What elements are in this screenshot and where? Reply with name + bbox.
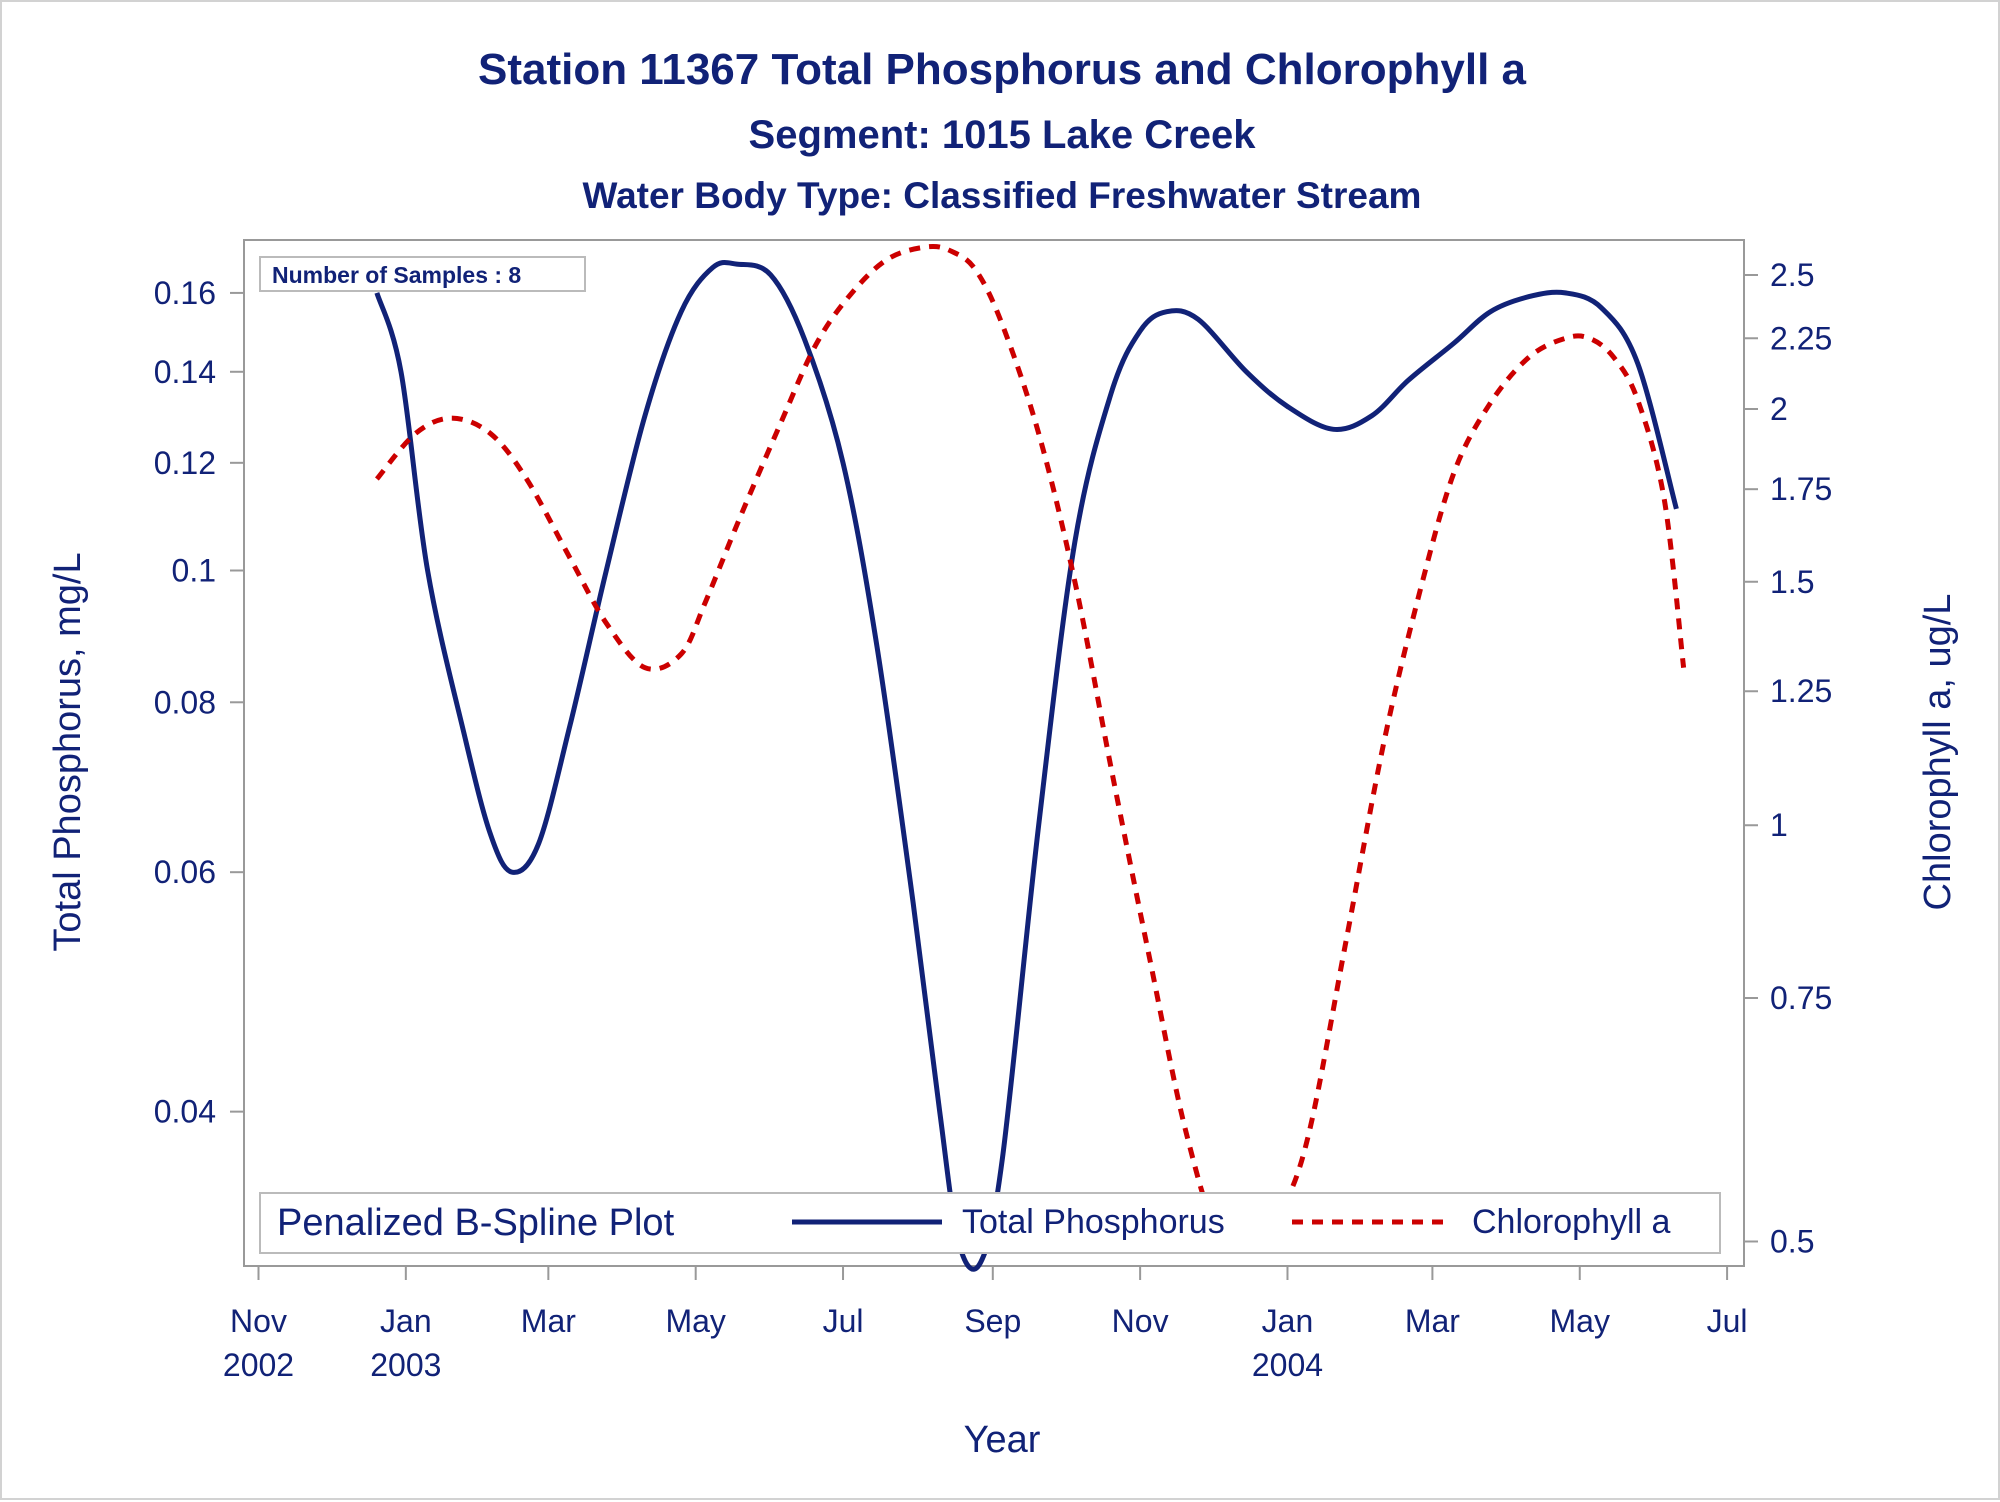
x-tick-label: Jan: [1262, 1303, 1314, 1339]
x-tick-year-label: 2003: [370, 1347, 441, 1383]
y-left-tick-label: 0.16: [154, 275, 216, 311]
x-tick-year-label: 2002: [223, 1347, 294, 1383]
legend: Penalized B-Spline Plot Total Phosphorus…: [259, 1192, 1721, 1254]
y-right-tick-label: 1: [1770, 807, 1788, 843]
legend-label-chlorophyll-a: Chlorophyll a: [1472, 1203, 1671, 1241]
x-tick-label: May: [665, 1303, 725, 1339]
legend-label-total-phosphorus: Total Phosphorus: [962, 1203, 1225, 1241]
y-axis-right: 0.5 0.75 1 1.25 1.5 1.75 2 2.25 2.5: [1744, 257, 1832, 1259]
x-axis-label: Year: [964, 1419, 1041, 1461]
y-right-tick-label: 2.25: [1770, 320, 1832, 356]
series-line-total-phosphorus: [374, 259, 1679, 1272]
chart-subtitle: Segment: 1015 Lake Creek: [749, 113, 1257, 157]
x-tick-label: Sep: [964, 1303, 1021, 1339]
chart-title: Station 11367 Total Phosphorus and Chlor…: [478, 45, 1527, 94]
x-tick-year-label: 2004: [1252, 1347, 1323, 1383]
chart-subtitle-2: Water Body Type: Classified Freshwater S…: [583, 175, 1422, 216]
y-right-tick-label: 1.5: [1770, 564, 1814, 600]
sample-count-text: Number of Samples : 8: [272, 262, 521, 288]
y-right-tick-label: 1.25: [1770, 673, 1832, 709]
y-right-tick-label: 0.75: [1770, 980, 1832, 1016]
y-right-tick-label: 2.5: [1770, 257, 1814, 293]
legend-title: Penalized B-Spline Plot: [277, 1202, 675, 1244]
x-tick-label: Mar: [1405, 1303, 1460, 1339]
x-tick-label: Nov: [1112, 1303, 1169, 1339]
y-right-tick-label: 1.75: [1770, 471, 1832, 507]
x-tick-label: Jul: [1707, 1303, 1748, 1339]
y-right-tick-label: 2: [1770, 391, 1788, 427]
sample-count-box: [259, 256, 586, 292]
y-left-tick-label: 0.06: [154, 854, 216, 890]
y-axis-left: 0.04 0.06 0.08 0.1 0.12 0.14 0.16: [154, 275, 244, 1130]
series-line-chlorophyll-a: [374, 244, 1687, 1248]
y-axis-right-label: Chlorophyll a, ug/L: [1917, 594, 1959, 911]
y-left-tick-label: 0.04: [154, 1094, 216, 1130]
plot-area: [243, 239, 1745, 1267]
y-left-tick-label: 0.1: [172, 552, 216, 588]
y-left-tick-label: 0.12: [154, 445, 216, 481]
y-axis-left-label: Total Phosphorus, mg/L: [47, 552, 89, 951]
x-tick-label: Nov: [230, 1303, 287, 1339]
series-layer: [374, 244, 1687, 1272]
x-axis: Nov 2002 Jan 2003 Mar May Jul Sep Nov Jan 2004 Mar M…: [223, 1266, 1748, 1383]
x-tick-label: May: [1550, 1303, 1610, 1339]
legend-box: [259, 1192, 1721, 1254]
x-tick-label: Jan: [380, 1303, 432, 1339]
x-tick-label: Mar: [521, 1303, 576, 1339]
y-left-tick-label: 0.08: [154, 684, 216, 720]
y-right-tick-label: 0.5: [1770, 1223, 1814, 1259]
y-left-tick-label: 0.14: [154, 354, 216, 390]
x-tick-label: Jul: [823, 1303, 864, 1339]
